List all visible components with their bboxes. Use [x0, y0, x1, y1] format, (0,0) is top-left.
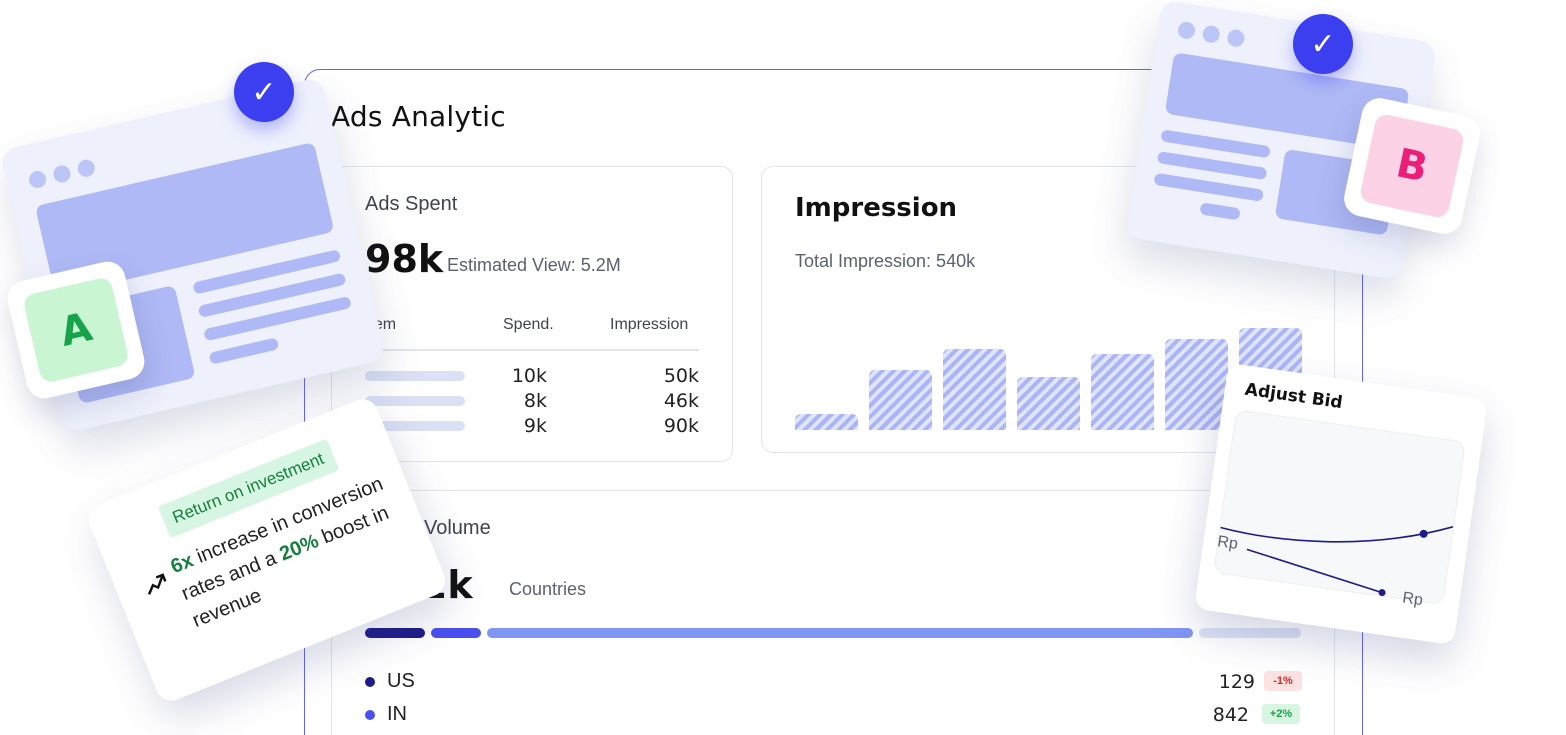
table-row-item-placeholder	[365, 421, 465, 431]
country-dot	[365, 710, 375, 720]
countries-label: Countries	[509, 579, 587, 599]
country-name: US	[387, 670, 415, 692]
impression-bar	[1017, 377, 1080, 430]
total-impression-label: Total Impression: 540k	[795, 251, 976, 271]
table-cell-spend: 10k	[511, 365, 547, 387]
impression-bar	[795, 414, 858, 430]
table-divider	[365, 349, 699, 351]
adjust-bid-card: Adjust Bid Rp Rp	[1194, 362, 1488, 646]
bid-slider-handle	[1378, 589, 1386, 597]
roi-card: Return on investment 6x increase in conv…	[83, 394, 451, 706]
volume-segment-1	[365, 628, 425, 638]
table-row-item-placeholder	[365, 396, 465, 406]
impression-bar	[869, 370, 932, 430]
impression-bar	[1091, 354, 1154, 430]
change-badge: +2%	[1262, 704, 1300, 724]
bid-axis-label-right: Rp	[1401, 589, 1424, 610]
volume-segment-4	[1199, 628, 1301, 638]
bid-curve-handle[interactable]	[1419, 529, 1428, 538]
variant-a-label: A	[22, 276, 130, 384]
window-dot	[27, 169, 48, 190]
column-header-impression: Impression	[610, 316, 689, 333]
variant-b-label: B	[1358, 112, 1466, 220]
volume-title: Volume	[424, 517, 491, 539]
check-icon: ✓	[234, 62, 294, 122]
bid-curve-area	[1213, 409, 1466, 606]
table-cell-impression: 46k	[663, 390, 699, 412]
country-value: 129	[1218, 671, 1255, 693]
estimated-view-label: Estimated View: 5.2M	[447, 255, 621, 275]
volume-segment-2	[431, 628, 481, 638]
check-icon: ✓	[1293, 14, 1353, 74]
country-value: 842	[1212, 704, 1249, 726]
trending-up-icon	[140, 565, 174, 603]
adjust-bid-title: Adjust Bid	[1243, 379, 1344, 414]
volume-segment-3	[487, 628, 1193, 638]
window-dot	[1226, 28, 1246, 48]
change-badge: -1%	[1264, 671, 1302, 691]
impression-bar	[943, 349, 1006, 430]
table-row-item-placeholder	[365, 371, 465, 381]
ads-spent-panel	[331, 166, 733, 462]
impression-title: Impression	[795, 193, 958, 223]
window-dot	[51, 163, 73, 185]
ads-spent-title: Ads Spent	[365, 193, 458, 215]
page-title: Ads Analytic	[331, 100, 506, 133]
bid-axis-label-left: Rp	[1216, 533, 1239, 553]
window-dot	[1176, 20, 1197, 41]
window-dot	[76, 158, 97, 179]
variant-b-tile: B	[1340, 94, 1484, 238]
window-dot	[1201, 24, 1221, 45]
table-cell-spend: 9k	[523, 415, 547, 437]
ads-spent-value: 98k	[365, 237, 444, 281]
column-header-spend: Spend.	[503, 316, 554, 333]
country-dot	[365, 677, 375, 687]
bid-slider-track[interactable]	[1242, 543, 1414, 606]
table-cell-spend: 8k	[523, 390, 547, 412]
table-cell-impression: 90k	[663, 415, 699, 437]
country-name: IN	[387, 703, 407, 725]
table-cell-impression: 50k	[663, 365, 699, 387]
window-text-line	[208, 337, 280, 365]
impression-bar	[1165, 339, 1228, 430]
window-text-line	[1199, 202, 1241, 221]
